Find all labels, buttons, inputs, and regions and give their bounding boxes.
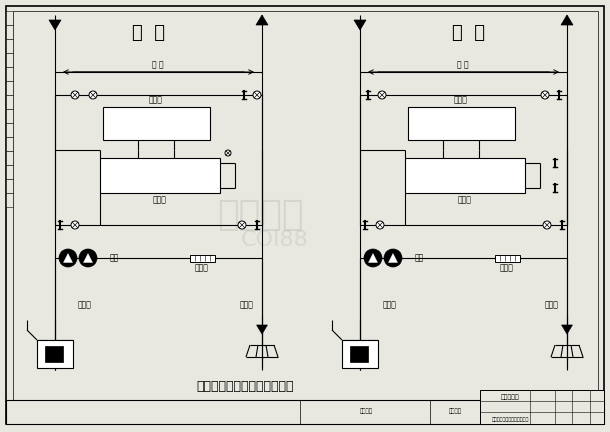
- Polygon shape: [354, 20, 366, 30]
- Text: 用 户: 用 户: [457, 60, 469, 70]
- Bar: [405, 158, 525, 193]
- Circle shape: [541, 91, 549, 99]
- Text: COI88: COI88: [241, 230, 309, 250]
- Polygon shape: [561, 15, 573, 25]
- Bar: [103, 107, 210, 140]
- Bar: [495, 255, 520, 262]
- Circle shape: [225, 150, 231, 156]
- Bar: [6, 137, 13, 151]
- Text: 水泵: 水泵: [110, 254, 119, 263]
- Text: 蒸发器: 蒸发器: [454, 95, 468, 105]
- Bar: [100, 158, 220, 193]
- Polygon shape: [49, 20, 61, 30]
- Bar: [6, 11, 13, 25]
- Polygon shape: [562, 325, 572, 334]
- Polygon shape: [256, 15, 268, 25]
- Bar: [6, 179, 13, 193]
- Text: 批准审核: 批准审核: [359, 408, 373, 414]
- Text: 抽水井: 抽水井: [78, 301, 92, 309]
- Text: 抽水井: 抽水井: [383, 301, 397, 309]
- Text: 土木在线: 土木在线: [217, 198, 303, 232]
- Bar: [6, 165, 13, 179]
- Bar: [6, 151, 13, 165]
- Circle shape: [384, 249, 402, 267]
- Text: 某建筑工程: 某建筑工程: [501, 394, 519, 400]
- Text: 夏  季: 夏 季: [132, 24, 165, 42]
- Text: 水泵: 水泵: [415, 254, 424, 263]
- Text: 冬  季: 冬 季: [451, 24, 484, 42]
- Text: 用 户: 用 户: [152, 60, 164, 70]
- Polygon shape: [368, 254, 378, 263]
- Circle shape: [79, 249, 97, 267]
- Polygon shape: [257, 325, 267, 334]
- Bar: [6, 109, 13, 123]
- Bar: [342, 340, 378, 368]
- Text: 冷水机组冷暖系统工艺流程图: 冷水机组冷暖系统工艺流程图: [491, 416, 529, 422]
- Text: 回水井: 回水井: [240, 301, 254, 309]
- Circle shape: [376, 221, 384, 229]
- Polygon shape: [84, 254, 93, 263]
- Bar: [6, 81, 13, 95]
- Polygon shape: [63, 254, 73, 263]
- Bar: [6, 193, 13, 207]
- Text: 出图日期: 出图日期: [448, 408, 462, 414]
- Bar: [190, 255, 215, 262]
- Text: 冷水机组冷暖系统工艺流程图: 冷水机组冷暖系统工艺流程图: [196, 381, 294, 394]
- Text: 冷凝器: 冷凝器: [458, 196, 472, 204]
- Circle shape: [543, 221, 551, 229]
- Circle shape: [89, 91, 97, 99]
- Bar: [6, 39, 13, 53]
- Bar: [408, 107, 515, 140]
- Text: 冷凝器: 冷凝器: [153, 196, 167, 204]
- Bar: [480, 390, 604, 424]
- Circle shape: [253, 91, 261, 99]
- Bar: [6, 123, 13, 137]
- Circle shape: [71, 91, 79, 99]
- Bar: [350, 346, 368, 362]
- Bar: [6, 53, 13, 67]
- Bar: [6, 67, 13, 81]
- Text: 压差阀: 压差阀: [500, 264, 514, 273]
- Circle shape: [238, 221, 246, 229]
- Polygon shape: [389, 254, 398, 263]
- Circle shape: [59, 249, 77, 267]
- Bar: [6, 95, 13, 109]
- Bar: [37, 340, 73, 368]
- Circle shape: [71, 221, 79, 229]
- Bar: [6, 400, 604, 424]
- Bar: [6, 25, 13, 39]
- Circle shape: [378, 91, 386, 99]
- Text: 压差阀: 压差阀: [195, 264, 209, 273]
- Bar: [45, 346, 63, 362]
- Text: 蒸发器: 蒸发器: [149, 95, 163, 105]
- Circle shape: [364, 249, 382, 267]
- Text: 回水井: 回水井: [545, 301, 559, 309]
